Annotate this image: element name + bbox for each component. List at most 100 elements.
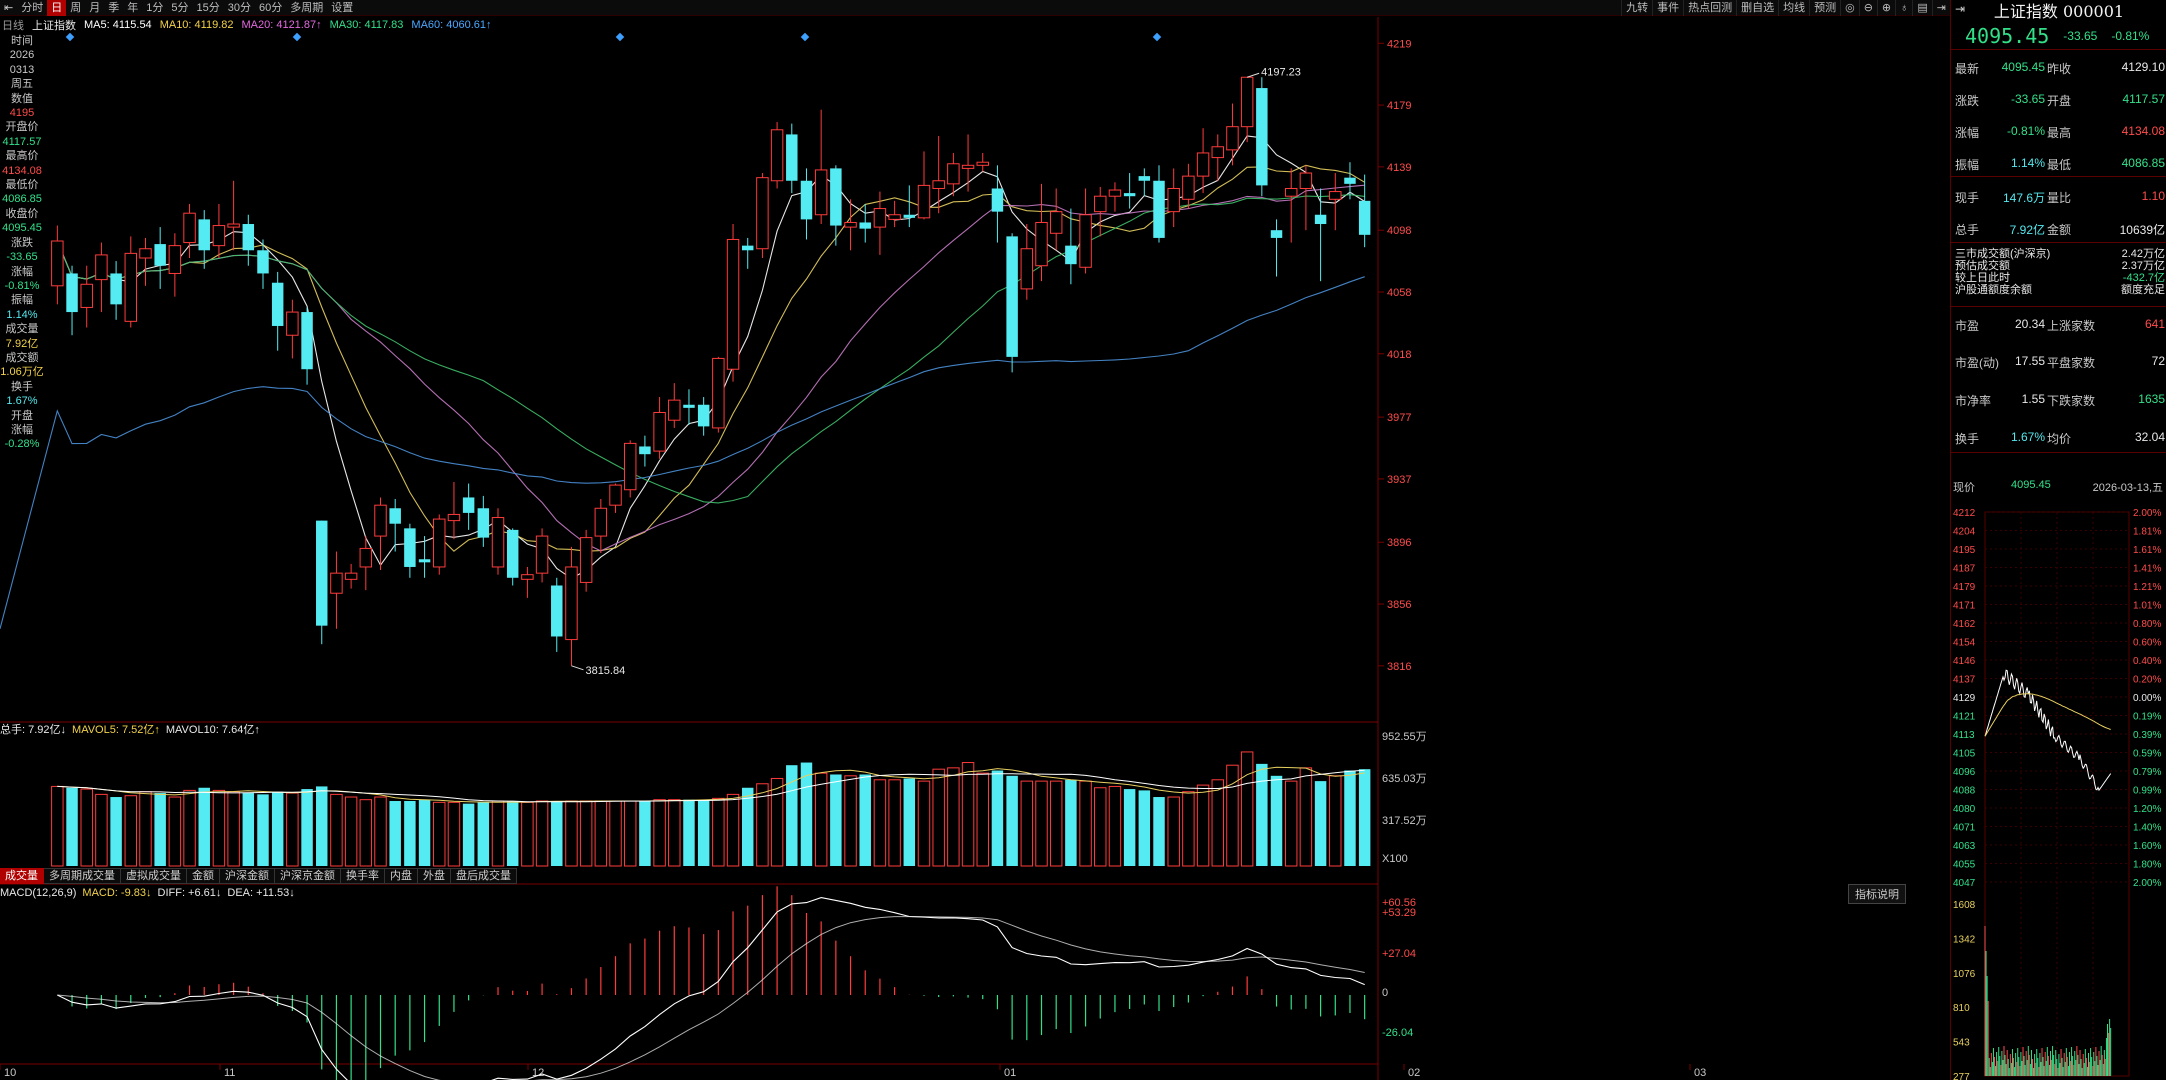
- minute-price-tick: 4113: [1953, 730, 1975, 741]
- expand-icon[interactable]: ⇥: [1931, 0, 1950, 16]
- volume-bar: [344, 796, 358, 867]
- period-tab-1[interactable]: 日: [47, 0, 67, 16]
- toolbar-button-5[interactable]: 预测: [1809, 0, 1840, 16]
- candle-body: [124, 252, 138, 322]
- summary-label: 预估成交额: [1955, 260, 2010, 272]
- candle-body: [344, 572, 358, 580]
- quote-cell: 总手: [1955, 223, 1980, 237]
- minute-pct-tick: 0.20%: [2133, 675, 2161, 686]
- volume-tab-5[interactable]: 沪深京金额: [275, 868, 341, 884]
- minute-pct-tick: 0.60%: [2133, 638, 2161, 649]
- quote-cell: 4117.57: [2122, 92, 2166, 106]
- volume-tab-2[interactable]: 虚拟成交量: [121, 868, 187, 884]
- toolbar-button-1[interactable]: 事件: [1652, 0, 1683, 16]
- minute-price-tick: 4071: [1953, 823, 1976, 834]
- candle-body: [198, 219, 210, 251]
- candle-body: [551, 585, 563, 637]
- volume-tab-1[interactable]: 多周期成交量: [44, 868, 121, 884]
- minute-chart[interactable]: 4212 2.00% 4204 1.81% 4195 1.61% 4187 1.41% 4179…: [1951, 496, 2166, 1080]
- price-tick-label: 4018: [1387, 349, 1411, 361]
- toolbar-button-2[interactable]: 热点回测: [1683, 0, 1736, 16]
- minute-pct-tick: 1.80%: [2133, 860, 2161, 871]
- candle-body: [1182, 175, 1195, 200]
- period-tab-7[interactable]: 5分: [171, 1, 189, 14]
- dea-line: [57, 916, 1365, 1080]
- toolbar-button-4[interactable]: 均线: [1778, 0, 1809, 16]
- macd-axis-label: +53.29: [1382, 907, 1416, 919]
- valuation-row: 换手 1.67% 均价 32.04: [1951, 426, 2166, 448]
- minute-pct-tick: 0.59%: [2133, 749, 2161, 760]
- volume-bar: [1065, 779, 1077, 866]
- volume-bar: [491, 800, 505, 867]
- toolbar-button-3[interactable]: 删自选: [1736, 0, 1778, 16]
- low-label: 3815.84: [585, 665, 625, 677]
- toolbar-button-0[interactable]: 九转: [1621, 0, 1652, 16]
- volume-bar: [330, 793, 343, 867]
- volume-bar: [1108, 785, 1122, 867]
- collapse-icon[interactable]: ⇤: [4, 1, 14, 14]
- volume-tab-3[interactable]: 金额: [187, 868, 220, 884]
- layout-icon[interactable]: ▤: [1912, 0, 1931, 16]
- period-tab-5[interactable]: 年: [127, 1, 139, 14]
- minute-vol-tick: 277: [1953, 1072, 1970, 1080]
- candle-body: [814, 169, 828, 216]
- zoom-in-icon[interactable]: ⊕: [1876, 0, 1895, 16]
- minute-chart-header: 现价 4095.45 2026-03-13,五: [1951, 476, 2166, 494]
- volume-tab-8[interactable]: 外盘: [418, 868, 451, 884]
- price-tick-label: 3937: [1387, 474, 1411, 486]
- volume-tab-6[interactable]: 换手率: [341, 868, 385, 884]
- candle-body: [609, 484, 622, 506]
- pin-icon[interactable]: ⇥: [1955, 2, 1966, 16]
- volume-legend-item: MAVOL5: 7.52亿↑: [72, 724, 160, 736]
- minute-vol-tick: 1342: [1953, 934, 1976, 945]
- period-tab-10[interactable]: 60分: [258, 1, 283, 14]
- period-toolbar: ⇤ 分时日周月季年 1分 5分 15分 30分 60分 多周期 设置 九转 事件 热点回测 删自选 均线预…: [0, 0, 1950, 16]
- candle-body: [301, 312, 313, 370]
- price-tick-label: 4139: [1387, 162, 1411, 174]
- volume-tab-7[interactable]: 内盘: [385, 868, 418, 884]
- minute-price-tick: 4129: [1953, 693, 1976, 704]
- candle-body: [770, 129, 784, 182]
- price-tick-label: 4219: [1387, 38, 1411, 50]
- period-tab-0[interactable]: 分时: [21, 1, 44, 14]
- period-tab-9[interactable]: 30分: [227, 1, 251, 14]
- volume-tab-9[interactable]: 盘后成交量: [451, 868, 517, 884]
- period-tab-2[interactable]: 周: [70, 1, 82, 14]
- minute-price-tick: 4212: [1953, 508, 1976, 519]
- price-tick-label: 3816: [1387, 661, 1411, 673]
- zoom-out-icon[interactable]: ⊖: [1858, 0, 1877, 16]
- minute-pct-tick: 1.20%: [2133, 804, 2161, 815]
- period-tab-3[interactable]: 月: [89, 1, 101, 14]
- volume-bar: [316, 786, 328, 866]
- quote-price: 4095.45: [1965, 23, 2050, 48]
- volume-bar: [257, 794, 269, 866]
- globe-icon[interactable]: ♁: [1895, 0, 1912, 16]
- volume-bar: [623, 800, 637, 867]
- period-tab-6[interactable]: 1分: [146, 1, 164, 14]
- period-tab-8[interactable]: 15分: [196, 1, 220, 14]
- volume-bar: [506, 801, 519, 866]
- macd-axis-label: 0: [1382, 987, 1388, 999]
- candle-body: [565, 566, 578, 641]
- indicator-help-button[interactable]: 指标说明: [1848, 884, 1906, 904]
- volume-tab-4[interactable]: 沪深金额: [220, 868, 275, 884]
- volume-tab-0[interactable]: 成交量: [0, 868, 44, 884]
- volume-bar: [1299, 767, 1313, 867]
- volume-bar: [903, 778, 916, 866]
- price-tick-label: 4058: [1387, 287, 1411, 299]
- volume-bar: [1049, 780, 1063, 867]
- event-marker-icon: [292, 32, 302, 42]
- period-tab-4[interactable]: 季: [108, 1, 120, 14]
- target-icon[interactable]: ◎: [1840, 0, 1859, 16]
- macd-axis-label: +60.56: [1382, 897, 1416, 909]
- valuation-row: 市盈(动) 17.55 平盘家数 72: [1951, 350, 2166, 372]
- minute-price-tick: 4105: [1953, 749, 1976, 760]
- period-tab-12[interactable]: 设置: [331, 1, 354, 14]
- period-tab-11[interactable]: 多周期: [290, 1, 324, 14]
- minute-price-tick: 4204: [1953, 527, 1976, 538]
- candle-body: [168, 245, 182, 274]
- high-pointer: [1246, 72, 1260, 78]
- summary-label: 较上日此时: [1955, 272, 2010, 284]
- quote-change-pct: -0.81%: [2111, 28, 2150, 43]
- kline-chart[interactable]: 4219 4179 4139 4098 4058 4018 3977 3937 3896 3856…: [0, 0, 1950, 1080]
